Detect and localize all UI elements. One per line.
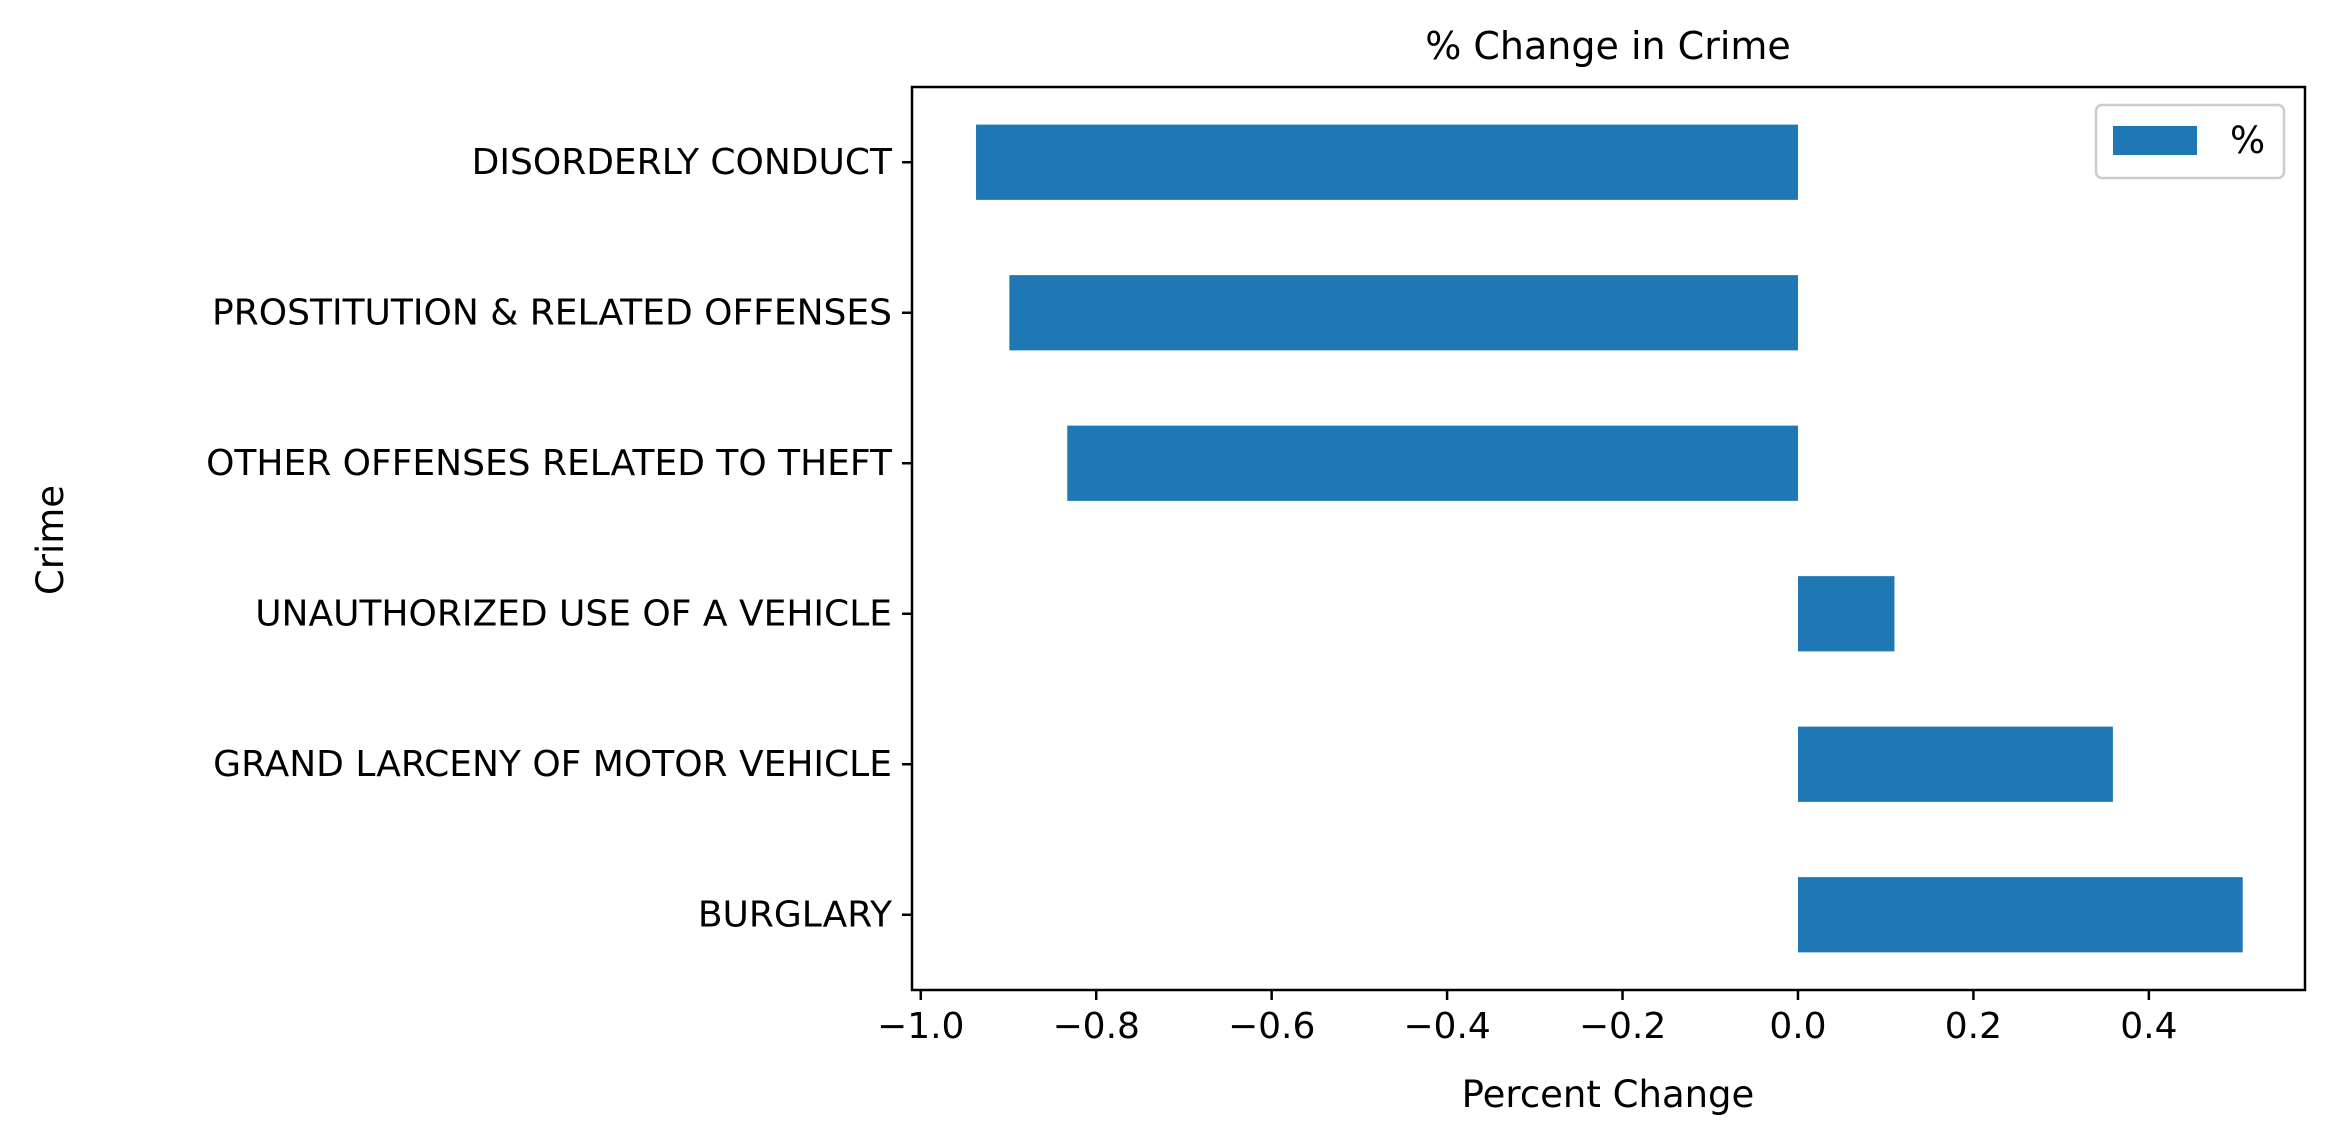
x-tick-label: −0.2 <box>1579 1006 1666 1047</box>
x-tick-label: 0.4 <box>2120 1006 2177 1047</box>
legend-swatch <box>2113 126 2197 155</box>
y-tick-label: GRAND LARCENY OF MOTOR VEHICLE <box>213 744 892 785</box>
y-tick-label: UNAUTHORIZED USE OF A VEHICLE <box>255 593 892 634</box>
y-tick-label: DISORDERLY CONDUCT <box>472 142 893 183</box>
y-axis-ticks: BURGLARY GRAND LARCENY OF MOTOR VEHICLE UN… <box>206 142 912 935</box>
x-axis-label: Percent Change <box>1462 1073 1755 1116</box>
legend: % <box>2094 103 2286 180</box>
y-tick-label: OTHER OFFENSES RELATED TO THEFT <box>206 443 893 484</box>
x-tick-label: 0.0 <box>1769 1006 1826 1047</box>
bars-group <box>976 124 2243 953</box>
x-axis-ticks: −1.0 −0.8 −0.6 −0.4 −0.2 0.0 0.2 0.4 <box>877 990 2177 1047</box>
bar <box>1797 576 1895 652</box>
x-tick-label: −0.6 <box>1228 1006 1315 1047</box>
chart-title: % Change in Crime <box>1425 24 1791 68</box>
x-tick-label: −0.4 <box>1403 1006 1490 1047</box>
x-tick-label: −0.8 <box>1053 1006 1140 1047</box>
legend-label: % <box>2230 119 2265 162</box>
x-tick-label: −1.0 <box>877 1006 964 1047</box>
plot-area-frame <box>910 85 2307 992</box>
x-tick-label: 0.2 <box>1945 1006 2002 1047</box>
y-axis-label: Crime <box>29 485 72 595</box>
bar <box>1009 275 1798 351</box>
bar <box>1797 726 2113 802</box>
y-tick-label: PROSTITUTION & RELATED OFFENSES <box>212 292 892 333</box>
bar <box>976 124 1798 200</box>
bar <box>1797 877 2243 953</box>
y-tick-label: BURGLARY <box>698 894 893 935</box>
bar <box>1067 425 1798 501</box>
